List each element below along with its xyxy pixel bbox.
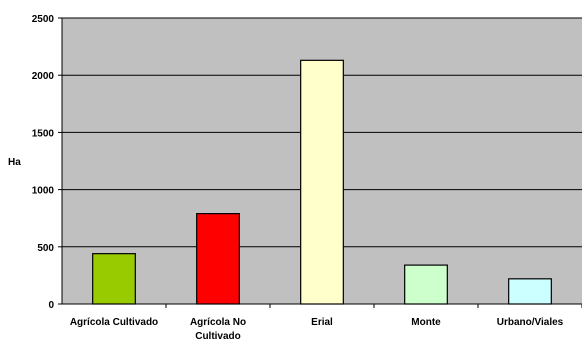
y-tick-label: 2000 bbox=[32, 71, 55, 82]
x-category-label: Agrícola Cultivado bbox=[70, 317, 158, 328]
y-tick-label: 1500 bbox=[32, 128, 55, 139]
bar bbox=[196, 213, 240, 305]
bar bbox=[300, 59, 344, 305]
y-tick-label: 0 bbox=[48, 300, 54, 311]
y-tick-label: 1000 bbox=[32, 186, 55, 197]
bar bbox=[508, 278, 552, 305]
bars bbox=[92, 59, 552, 305]
y-axis-label: Ha bbox=[8, 157, 21, 168]
x-category-label: Monte bbox=[411, 317, 441, 328]
bar bbox=[92, 253, 136, 305]
x-category-label: Agrícola No bbox=[190, 317, 246, 328]
bar bbox=[404, 264, 448, 305]
y-tick-label: 2500 bbox=[32, 14, 55, 25]
x-category-label: Urbano/Viales bbox=[497, 317, 564, 328]
x-category-label: Cultivado bbox=[195, 331, 241, 342]
y-axis-ticks: 0 500 1000 1500 2000 2500 bbox=[32, 14, 62, 311]
y-tick-label: 500 bbox=[37, 243, 54, 254]
x-category-label: Erial bbox=[311, 317, 333, 328]
x-axis-categories: Agrícola Cultivado Agrícola No Cultivado Er… bbox=[70, 304, 582, 342]
